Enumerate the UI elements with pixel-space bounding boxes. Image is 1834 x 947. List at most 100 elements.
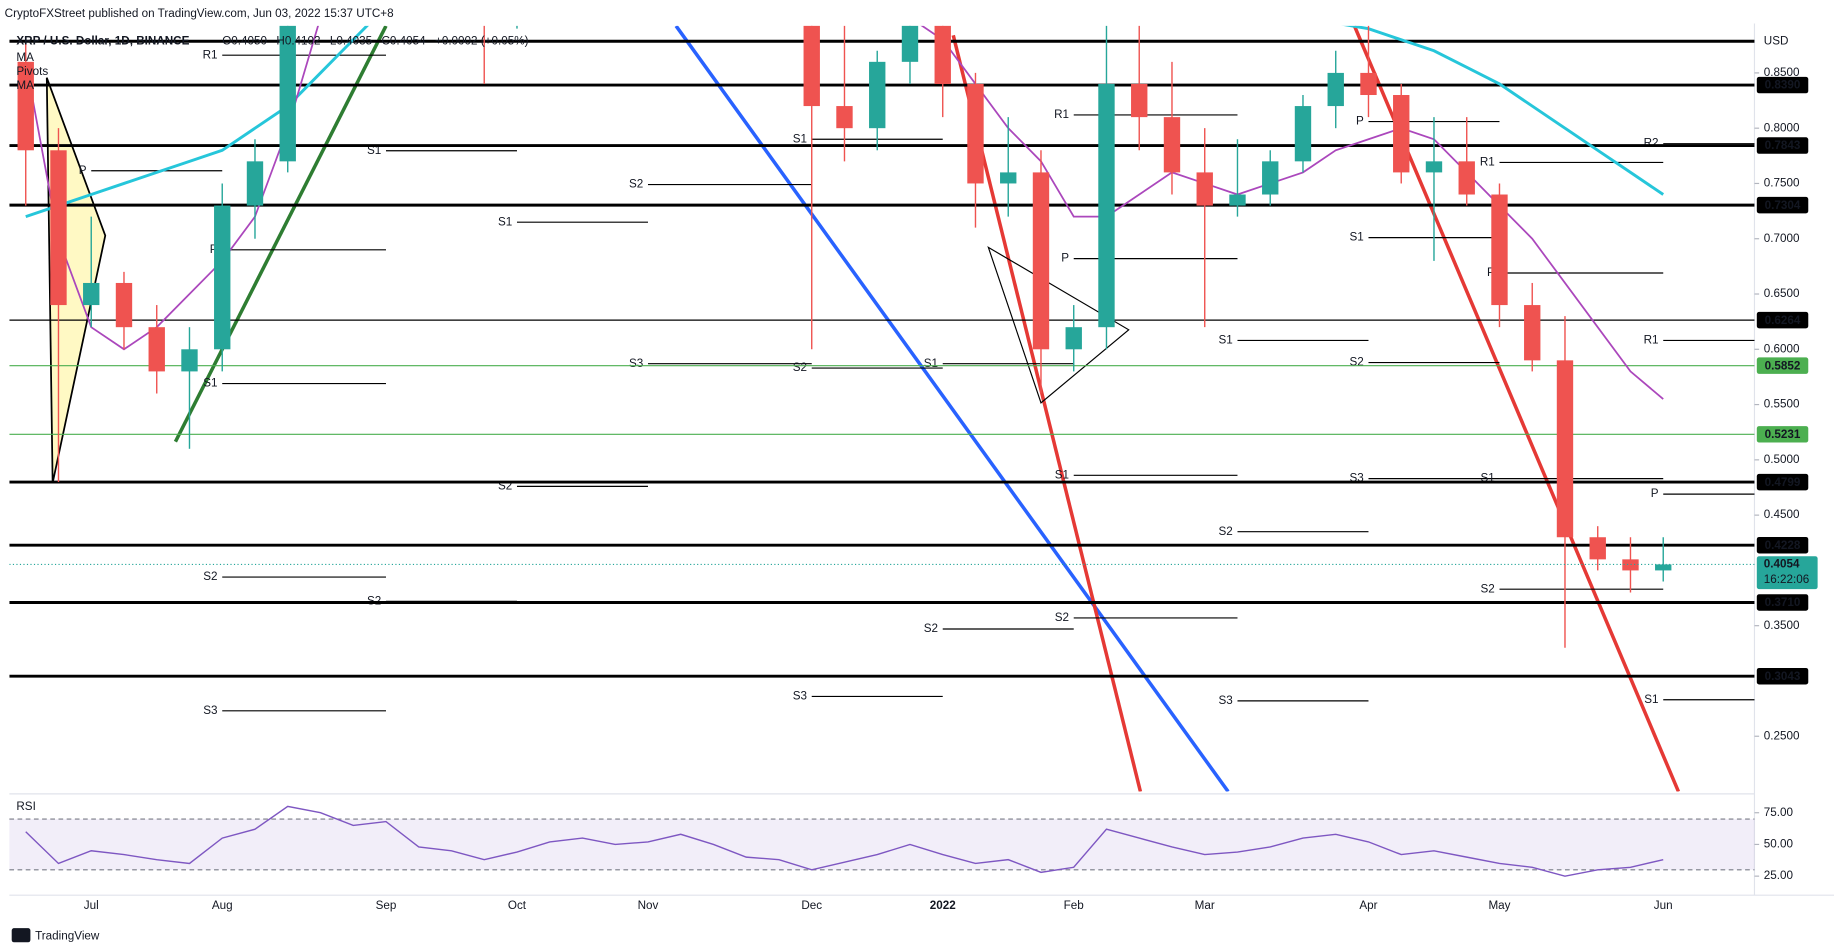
drawings [9, 25, 1755, 792]
pivot-label: P [1061, 252, 1069, 265]
pivot-label: S3 [1219, 694, 1233, 707]
candle-body [1000, 172, 1017, 184]
candle-body [869, 61, 886, 129]
countdown: 16:22:06 [1764, 573, 1809, 586]
y-tick-label: 0.5500 [1764, 398, 1800, 411]
candle-body [1262, 161, 1279, 195]
level-box [1756, 137, 1809, 154]
candle-body [1131, 83, 1148, 118]
pivot-label: S1 [1219, 334, 1233, 347]
brand-logo [11, 928, 31, 943]
candle-body [1229, 194, 1246, 206]
candle-body [1196, 172, 1213, 206]
candle-body [115, 282, 133, 328]
candle-body [967, 83, 984, 184]
candle-body [1655, 564, 1672, 571]
indicator-label: Pivots [16, 65, 48, 78]
candle-body [1294, 106, 1312, 162]
pivot-label: S2 [629, 178, 643, 191]
level-label: 0.4799 [1765, 476, 1801, 489]
level-label: 0.6264 [1765, 314, 1801, 327]
plot: P R1 P S1 S2 S3 S1 S2 S1 S2 S2 S3 S1 S2 S3 S1 S2 R1 P S1 S2 S… [9, 25, 1755, 717]
level-label: 0.4228 [1765, 539, 1801, 552]
rsi-tick-label: 25.00 [1764, 869, 1794, 882]
level-box [1756, 536, 1809, 554]
level-label: 0.5231 [1765, 428, 1801, 441]
candle-body [1032, 172, 1050, 350]
y-tick-label: 0.2500 [1764, 729, 1800, 742]
pivot-label: P [1487, 266, 1495, 279]
level-label: 0.5852 [1765, 359, 1801, 372]
y-tick-label: 0.7000 [1764, 232, 1800, 245]
candle-body [1327, 72, 1344, 107]
pivot-label: R1 [1644, 334, 1659, 347]
candle-body [279, 25, 296, 162]
pivot-label: S1 [1350, 231, 1364, 244]
pivot-label: S1 [1055, 468, 1069, 481]
level-box [1756, 594, 1809, 611]
pivot-label: R1 [1480, 156, 1495, 169]
candle-body [83, 282, 100, 306]
trend-line [173, 25, 388, 443]
level-label: 0.8390 [1765, 79, 1801, 92]
publisher: CryptoFXStreet published on TradingView.… [5, 7, 394, 20]
level-box [1756, 426, 1809, 443]
trend-line [674, 25, 1230, 792]
x-tick-label: 2022 [930, 899, 956, 912]
last-price-box [1756, 556, 1818, 590]
pivot-label: S1 [203, 377, 217, 390]
pivot-label: S1 [498, 215, 512, 228]
candle-body [1491, 194, 1508, 306]
ohlc-value: H0.4102 [276, 34, 320, 47]
y-tick-label: 0.8500 [1764, 66, 1800, 79]
x-tick-label: Apr [1359, 899, 1377, 912]
x-tick-label: Mar [1195, 899, 1215, 912]
y-tick-label: 0.6000 [1764, 342, 1800, 355]
y-tick-label: 0.6500 [1764, 287, 1800, 300]
candle-body [1556, 360, 1574, 538]
candle-body [803, 25, 820, 107]
pivot-label: S2 [924, 622, 938, 635]
pivot-label: S2 [1350, 356, 1364, 369]
candle-body [214, 205, 231, 350]
x-tick-label: Feb [1064, 899, 1085, 912]
last-price-label: 0.4054 [1764, 558, 1800, 571]
x-tick-label: Jul [84, 899, 99, 912]
pivot-label: S3 [793, 690, 807, 703]
level-box [1756, 196, 1809, 214]
pivot-label: R1 [1054, 108, 1069, 121]
symbol-title: XRP / U.S. Dollar, 1D, BINANCE [16, 34, 189, 47]
pivot-label: S1 [924, 357, 938, 370]
x-tick-label: Jun [1654, 899, 1673, 912]
pivot-label: S1 [367, 144, 381, 157]
y-tick-label: 0.7500 [1764, 177, 1800, 190]
moving-average [24, 25, 1664, 400]
candle-body [181, 349, 198, 372]
candle-body [836, 106, 853, 129]
brand: TradingView [35, 929, 100, 942]
pivot-label: S2 [367, 594, 381, 607]
currency: USD [1764, 34, 1789, 47]
candle-body [50, 150, 67, 306]
pivot-label: S2 [1481, 582, 1495, 595]
level-box [1756, 311, 1809, 329]
level-box [1756, 473, 1809, 491]
candle-body [1098, 83, 1115, 328]
pivot-label: P [210, 243, 218, 256]
candle-body [1360, 72, 1377, 96]
pivot-label: S1 [793, 132, 807, 145]
pivot-label: S2 [1219, 525, 1233, 538]
pivot-label: S1 [1644, 693, 1658, 706]
level-box [1756, 357, 1809, 374]
candle-body [901, 25, 919, 62]
ohlc-value: O0.4050 [222, 34, 267, 47]
indicator-label: MA [16, 79, 34, 92]
pivot-label: P [79, 164, 87, 177]
pivot-label: P [1356, 115, 1364, 128]
level-label: 0.7843 [1765, 139, 1801, 152]
trend-line [951, 34, 1143, 792]
ohlc-value: C0.4054 [381, 34, 426, 47]
pivot-label: P [1651, 487, 1659, 500]
